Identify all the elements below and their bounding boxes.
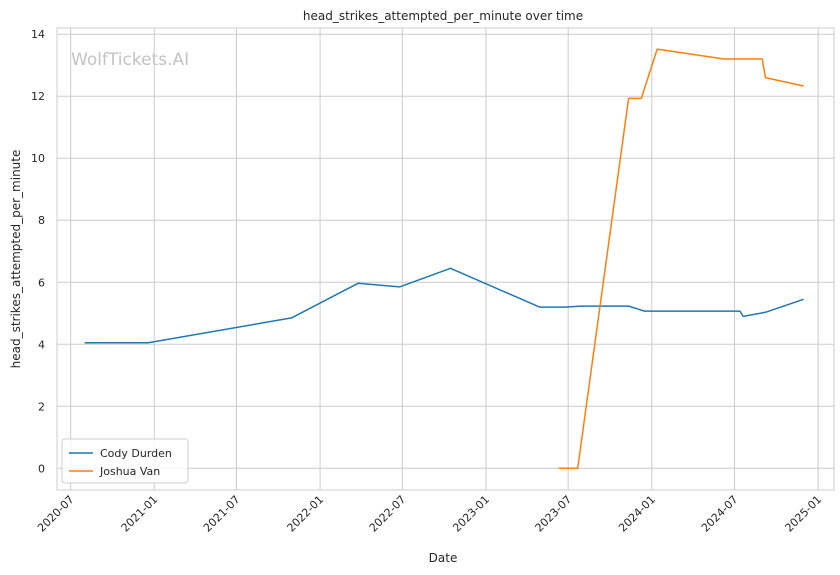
x-tick-label: 2023-07 [533,493,575,535]
series-lines [84,48,804,470]
y-tick-label: 2 [38,400,45,413]
y-tick-label: 12 [31,90,45,103]
series-line-cody-durden [84,267,804,344]
x-axis-label: Date [429,551,458,565]
x-tick-label: 2021-07 [201,493,243,535]
y-tick-label: 10 [31,152,45,165]
y-tick-label: 14 [31,28,45,41]
legend-label-joshua-van: Joshua Van [99,465,160,478]
series-line-joshua-van [558,48,804,470]
x-tick-label: 2022-01 [285,493,327,535]
x-tick-label: 2021-01 [119,493,161,535]
legend-label-cody-durden: Cody Durden [100,447,172,460]
y-tick-label: 6 [38,276,45,289]
y-tick-label: 4 [38,338,45,351]
x-tick-label: 2025-01 [783,493,825,535]
watermark: WolfTickets.AI [71,50,189,70]
legend: Cody Durden Joshua Van [61,438,189,484]
y-tick-labels: 0 2 4 6 8 10 12 14 [31,28,45,475]
legend-box [61,438,189,484]
x-tick-label: 2024-01 [616,493,658,535]
y-axis-label: head_strikes_attempted_per_minute [9,150,23,369]
y-tick-label: 8 [38,214,45,227]
x-tick-label: 2022-07 [367,493,409,535]
x-tick-labels: 2020-07 2021-01 2021-07 2022-01 2022-07 2023-… [35,493,824,535]
x-tick-label: 2020-07 [35,493,77,535]
y-tick-label: 0 [38,462,45,475]
x-tick-label: 2024-07 [699,493,741,535]
plot-area [56,27,835,491]
x-tick-label: 2023-01 [450,493,492,535]
chart-title: head_strikes_attempted_per_minute over t… [303,9,583,23]
